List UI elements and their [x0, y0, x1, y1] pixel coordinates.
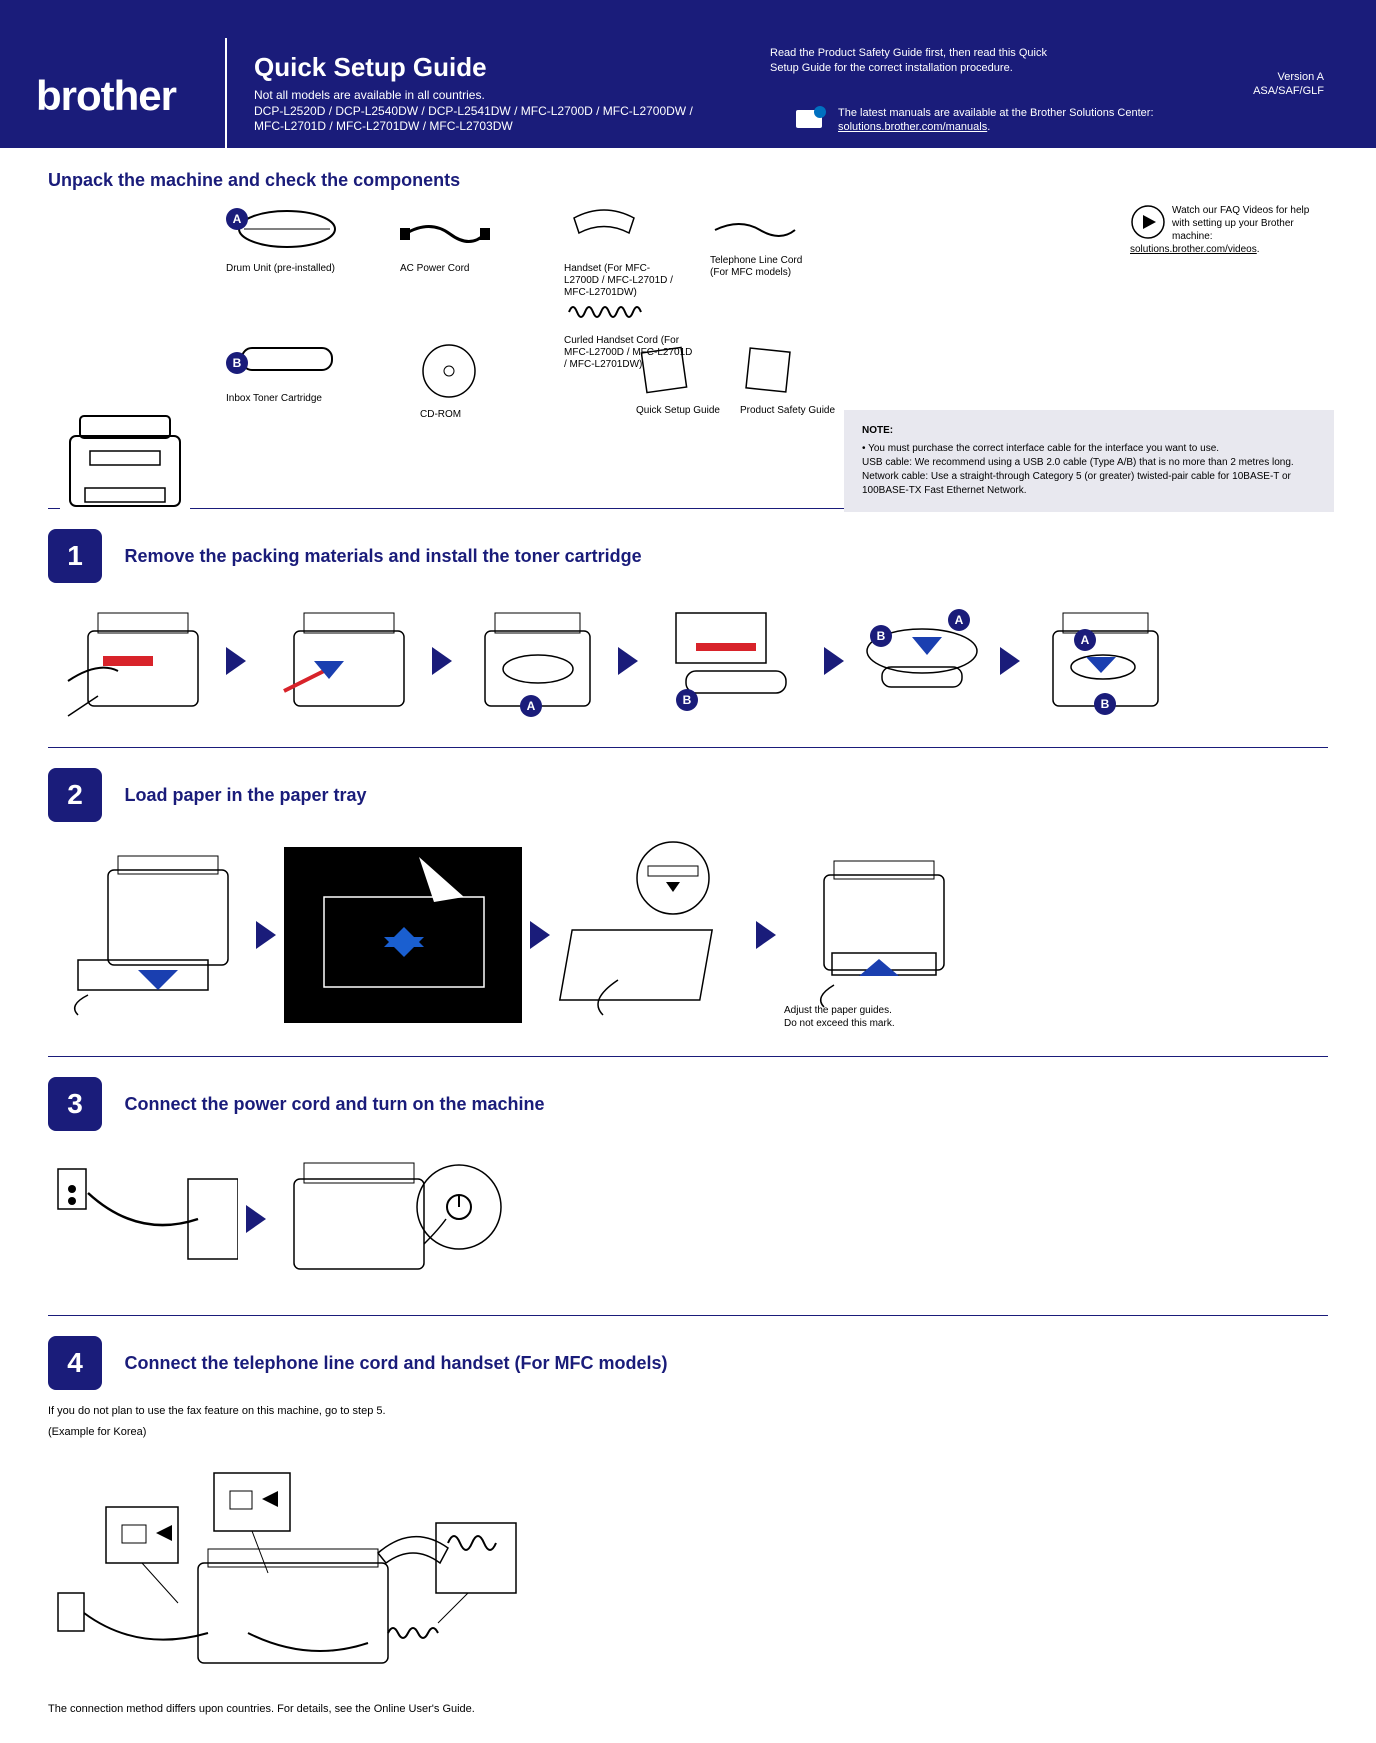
item-drum: A Drum Unit (pre-installed) [226, 204, 342, 275]
step-4-title: Connect the telephone line cord and hand… [124, 1336, 667, 1390]
ac-label: AC Power Cord [400, 263, 490, 275]
bullet-a-inline3: A [1074, 629, 1096, 651]
item-tel: Telephone Line Cord (For MFC models) [710, 214, 820, 279]
item-psg: Product Safety Guide [740, 342, 835, 417]
step-1: 1 Remove the packing materials and insta… [0, 509, 1376, 747]
note-title: NOTE: [862, 424, 1316, 438]
printer-illustration [60, 396, 190, 516]
tel-label: Telephone Line Cord (For MFC models) [710, 255, 820, 279]
bullet-a: A [226, 208, 248, 230]
book-icon [796, 110, 822, 128]
step1-diagram-4: B [646, 601, 816, 721]
step1-diagram-2 [254, 601, 424, 721]
watch-text: Watch our FAQ Videos for help with setti… [1172, 205, 1309, 242]
step2-diagram-3 [558, 840, 748, 1030]
version-box: Version A ASA/SAF/GLF [1253, 70, 1324, 99]
arrow-icon [256, 921, 276, 949]
handset-label: Handset (For MFC-L2700D / MFC-L2701D / M… [564, 263, 684, 299]
models-note: Not all models are available in all coun… [254, 88, 724, 104]
arrow-icon [432, 647, 452, 675]
step4-country-title: (Example for Korea) [48, 1425, 1328, 1440]
models-list: Not all models are available in all coun… [254, 88, 724, 135]
step1-diagram-6: A B [1028, 601, 1178, 721]
manuals-text-line: The latest manuals are available at the … [838, 107, 1154, 119]
arrow-icon [246, 1205, 266, 1233]
bullet-b-inline3: B [1094, 693, 1116, 715]
arrow-icon [824, 647, 844, 675]
step-4-number: 4 [48, 1336, 102, 1390]
step-2-number: 2 [48, 768, 102, 822]
qsg-label: Quick Setup Guide [636, 405, 720, 417]
item-qsg: Quick Setup Guide [636, 342, 720, 417]
step2-diagram-4 [784, 855, 964, 1015]
header: brother Quick Setup Guide Not all models… [0, 0, 1376, 148]
step1-diagram-5: B A [852, 601, 992, 721]
arrow-icon [530, 921, 550, 949]
step2-paper-note: Adjust the paper guides. Do not exceed t… [784, 1004, 984, 1030]
unpack-title: Unpack the machine and check the compone… [48, 170, 1328, 191]
manuals-intro: Read the Product Safety Guide first, the… [770, 46, 1070, 77]
arrow-icon [756, 921, 776, 949]
step-2: 2 Load paper in the paper tray Adjust th… [0, 748, 1376, 1056]
step4-note: If you do not plan to use the fax featur… [48, 1404, 1328, 1419]
item-ac: AC Power Cord [400, 214, 490, 275]
arrow-icon [226, 647, 246, 675]
bullet-a-inline2: A [948, 609, 970, 631]
version-line2: ASA/SAF/GLF [1253, 84, 1324, 98]
models-line: DCP-L2520D / DCP-L2540DW / DCP-L2541DW /… [254, 104, 724, 135]
step1-diagram-3: A [460, 601, 610, 721]
drum-label: Drum Unit (pre-installed) [226, 263, 336, 275]
step-2-title: Load paper in the paper tray [124, 768, 366, 822]
brother-logo: brother [36, 72, 176, 120]
psg-label: Product Safety Guide [740, 405, 835, 417]
toner-label: Inbox Toner Cartridge [226, 393, 342, 405]
step-3: 3 Connect the power cord and turn on the… [0, 1057, 1376, 1315]
step4-country-note: The connection method differs upon count… [48, 1702, 1328, 1717]
step3-diagram-1 [48, 1149, 238, 1289]
item-cd: CD-ROM [420, 342, 478, 421]
bullet-b: B [226, 352, 248, 374]
item-handset: Handset (For MFC-L2700D / MFC-L2701D / M… [564, 208, 684, 299]
step1-diagram-1 [48, 601, 218, 721]
bullet-a-inline: A [520, 695, 542, 717]
watch-link[interactable]: solutions.brother.com/videos [1130, 244, 1257, 255]
step-3-row [48, 1149, 1328, 1289]
step-3-number: 3 [48, 1077, 102, 1131]
step-2-row [48, 840, 1328, 1030]
unpack-section: Unpack the machine and check the compone… [0, 148, 1376, 508]
cd-label: CD-ROM [420, 409, 478, 421]
step2-diagram-2-black [284, 847, 522, 1023]
step-4: 4 Connect the telephone line cord and ha… [0, 1316, 1376, 1743]
step-1-row: A B B A A B [48, 601, 1328, 721]
guide-title: Quick Setup Guide [254, 52, 487, 83]
step-1-title: Remove the packing materials and install… [124, 529, 641, 583]
note-body: • You must purchase the correct interfac… [862, 442, 1316, 498]
step-3-title: Connect the power cord and turn on the m… [124, 1077, 544, 1131]
version-line1: Version A [1253, 70, 1324, 84]
header-divider [225, 38, 227, 148]
step4-diagram [48, 1463, 528, 1683]
note-box: NOTE: • You must purchase the correct in… [844, 410, 1334, 512]
manuals-text: The latest manuals are available at the … [838, 106, 1154, 135]
arrow-icon [1000, 647, 1020, 675]
bullet-b-inline2: B [870, 625, 892, 647]
bullet-b-inline: B [676, 689, 698, 711]
item-toner: B Inbox Toner Cartridge [226, 334, 342, 405]
step-1-number: 1 [48, 529, 102, 583]
step3-diagram-2 [274, 1149, 504, 1289]
watch-box: Watch our FAQ Videos for help with setti… [1130, 204, 1320, 256]
manuals-link[interactable]: solutions.brother.com/manuals [838, 121, 987, 133]
arrow-icon [618, 647, 638, 675]
step2-diagram-1 [48, 850, 248, 1020]
